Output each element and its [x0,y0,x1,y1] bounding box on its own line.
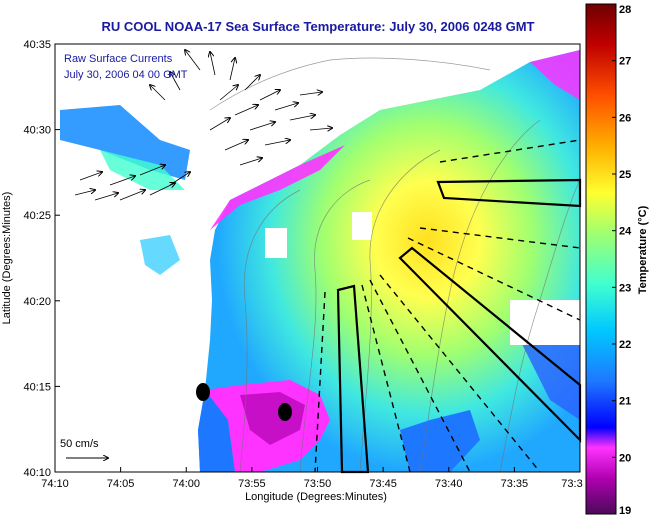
x-axis: 74:10 74:05 74:00 73:55 73:50 73:45 73:40 73:35… [41,467,583,490]
y-tick-label: 40:20 [23,296,51,308]
x-tick-label: 73:40 [435,478,463,490]
x-tick-label: 73:3 [561,478,582,490]
chart-title: RU COOL NOAA-17 Sea Surface Temperature:… [101,19,534,34]
colorbar-ticks: 28 27 26 25 24 23 22 21 20 19 [612,3,632,517]
colorbar-tick-label: 19 [619,505,631,517]
y-tick-label: 40:10 [23,467,51,479]
colorbar [585,3,617,515]
colorbar-tick-label: 24 [619,226,632,238]
colorbar-tick-label: 28 [619,4,631,16]
x-tick-label: 74:05 [107,478,135,490]
y-tick-label: 40:15 [23,381,51,393]
x-tick-label: 74:10 [41,478,69,490]
colorbar-tick-label: 27 [619,56,631,68]
colorbar-label: Temperature (°C) [637,205,649,294]
station-marker [196,383,210,401]
x-axis-label: Longitude (Degrees:Minutes) [245,491,387,503]
colorbar-tick-label: 25 [619,169,631,181]
colorbar-tick-label: 21 [619,396,631,408]
y-axis-label: Latitude (Degrees:Minutes) [1,192,13,325]
cloud-mask [265,228,287,258]
y-axis: 40:35 40:30 40:25 40:20 40:15 40:10 [23,39,60,479]
x-tick-label: 73:45 [369,478,397,490]
legend-entry: Raw Surface Currents [64,53,173,65]
legend-entry: July 30, 2006 04 00 GMT [64,69,188,81]
colorbar-tick-label: 26 [619,112,631,124]
colorbar-tick-label: 20 [619,452,631,464]
surface-current-vectors [74,50,332,201]
y-tick-label: 40:25 [23,210,51,222]
x-tick-label: 73:50 [304,478,332,490]
x-tick-label: 73:35 [501,478,529,490]
sst-field [55,44,580,472]
station-marker [278,403,292,421]
colorbar-tick-label: 23 [619,282,631,294]
y-tick-label: 40:30 [23,125,51,137]
scale-arrow-label: 50 cm/s [60,438,99,450]
transect-rays [314,139,580,472]
x-tick-label: 73:55 [238,478,266,490]
cloud-mask [352,212,372,240]
x-tick-label: 74:00 [172,478,200,490]
y-tick-label: 40:35 [23,39,51,51]
cloud-mask [510,300,580,345]
colorbar-tick-label: 22 [619,339,631,351]
